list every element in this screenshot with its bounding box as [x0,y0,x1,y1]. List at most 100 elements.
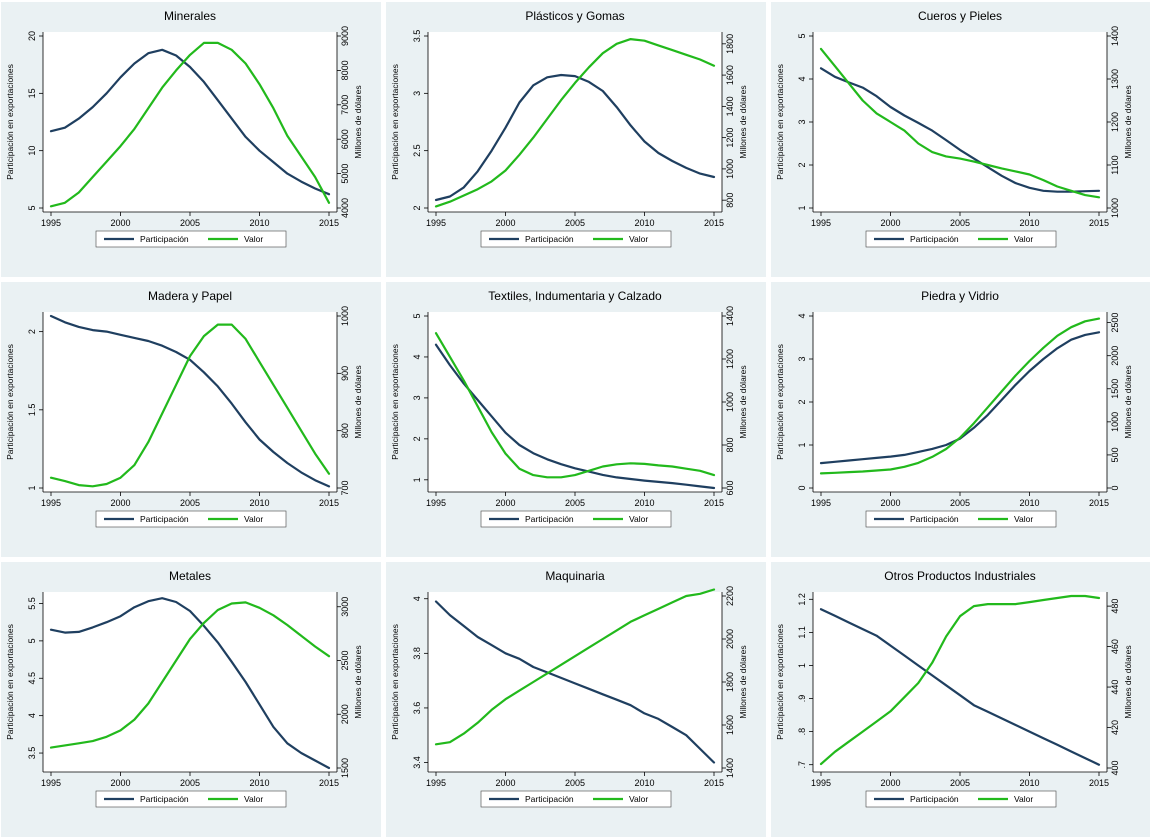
y-tick-label-left: 2.5 [412,144,422,157]
series-line-participacion [819,67,1101,193]
y-tick-label-right: 2500 [340,650,350,670]
y-axis-label-right: Millones de dólares [353,645,363,718]
y-tick-label-right: 600 [725,480,735,495]
chart-title: Metales [169,569,211,583]
y-tick-label-left: 5 [412,313,422,318]
y-tick-label-right: 1000 [340,306,350,326]
x-tick-label: 2005 [950,218,970,228]
chart-title: Madera y Papel [148,289,232,303]
legend-label-valor: Valor [244,794,263,804]
chart-svg: Maquinaria 3.4 3.6 3.8 4 Participación en exp… [390,569,748,808]
legend-label-participacion: Participación [140,514,189,524]
y-tick-label-left: 3.6 [412,702,422,715]
x-tick-label: 2010 [249,498,269,508]
legend-box [95,230,287,248]
y-tick-label-left: 1 [412,477,422,482]
legend-box [865,510,1057,528]
y-axis-label-right: Millones de dólares [353,85,363,158]
plot-area [43,32,337,212]
series-line-participacion [49,48,331,196]
y-tick-label-left: 3 [797,119,807,124]
plot-area [43,592,337,772]
y-tick-label-left: .8 [797,728,807,736]
y-tick-label-right: 1200 [725,349,735,369]
series-line-valor [819,317,1101,475]
x-tick-label: 2000 [495,498,515,508]
series-line-valor [434,588,716,746]
series-line-valor [819,594,1101,766]
y-tick-label-left: 4 [797,313,807,318]
y-tick-label-right: 1800 [725,672,735,692]
series-line-participacion [49,314,331,488]
series-line-valor [49,41,331,208]
chart-svg: Madera y Papel 1 1.5 2 Participación en expo… [5,289,363,528]
y-tick-label-right: 3000 [340,597,350,617]
legend-box [95,790,287,808]
y-axis-label-right: Millones de dólares [738,85,748,158]
legend-label-participacion: Participación [525,514,574,524]
x-tick-label: 2010 [634,778,654,788]
chart-svg: Minerales 5 10 15 20 Participación en exporta… [5,9,363,248]
legend-label-participacion: Participación [140,794,189,804]
y-tick-label-left: 5.5 [27,597,37,610]
y-tick-label-left: 5 [27,638,37,643]
y-axis-label-right: Millones de dólares [1123,645,1133,718]
y-axis-label-right: Millones de dólares [1123,365,1133,438]
chart-title: Piedra y Vidrio [921,289,999,303]
x-tick-label: 2000 [880,498,900,508]
y-tick-label-right: 420 [1110,720,1120,735]
y-tick-label-right: 1600 [725,715,735,735]
y-tick-label-left: 3.5 [27,747,37,760]
y-axis-label-left: Participación en exportaciones [775,624,785,740]
y-tick-label-left: 1 [797,442,807,447]
chart-panel: Textiles, Indumentaria y Calzado 1 2 3 4 5 Par… [386,282,766,557]
y-tick-label-left: 3 [412,91,422,96]
legend-box [865,230,1057,248]
x-tick-label: 2010 [1019,218,1039,228]
y-tick-label-left: 4 [797,76,807,81]
y-tick-label-left: 5 [797,33,807,38]
series-line-valor [434,37,716,208]
y-tick-label-right: 4000 [340,198,350,218]
x-tick-label: 2000 [495,218,515,228]
y-tick-label-left: 2 [412,436,422,441]
x-tick-label: 1995 [811,498,831,508]
chart-svg: Plásticos y Gomas 2 2.5 3 3.5 Participación e… [390,9,748,248]
x-tick-label: 1995 [41,498,61,508]
y-tick-label-right: 2000 [1110,346,1120,366]
y-tick-label-left: 3.4 [412,756,422,769]
x-tick-label: 2010 [634,498,654,508]
y-axis-label-left: Participación en exportaciones [5,344,15,460]
y-tick-label-right: 8000 [340,60,350,80]
y-tick-label-left: 1 [797,205,807,210]
series-line-participacion [434,73,716,202]
series-line-valor [49,601,331,749]
legend-label-participacion: Participación [140,234,189,244]
y-tick-label-right: 1200 [725,128,735,148]
y-tick-label-right: 1500 [1110,379,1120,399]
series-line-participacion [49,597,331,770]
y-tick-label-left: 5 [27,205,37,210]
x-tick-label: 2010 [1019,778,1039,788]
y-tick-label-left: 4 [27,713,37,718]
chart-panel: Plásticos y Gomas 2 2.5 3 3.5 Participación e… [386,2,766,277]
legend-label-participacion: Participación [910,234,959,244]
x-tick-label: 2010 [1019,498,1039,508]
x-tick-label: 2000 [880,778,900,788]
series-line-valor [819,47,1101,199]
y-tick-label-left: 2 [412,205,422,210]
legend-label-participacion: Participación [910,514,959,524]
series-line-participacion [434,600,716,764]
plot-area [813,592,1107,772]
y-tick-label-left: 4 [412,596,422,601]
y-axis-label-right: Millones de dólares [738,365,748,438]
legend-label-valor: Valor [1014,514,1033,524]
chart-title: Cueros y Pieles [918,9,1002,23]
plot-area [813,312,1107,492]
y-axis-label-right: Millones de dólares [353,365,363,438]
y-tick-label-right: 1400 [725,96,735,116]
y-axis-label-left: Participación en exportaciones [5,64,15,180]
x-tick-label: 1995 [811,778,831,788]
x-tick-label: 2000 [110,218,130,228]
y-tick-label-left: 3.5 [412,30,422,43]
